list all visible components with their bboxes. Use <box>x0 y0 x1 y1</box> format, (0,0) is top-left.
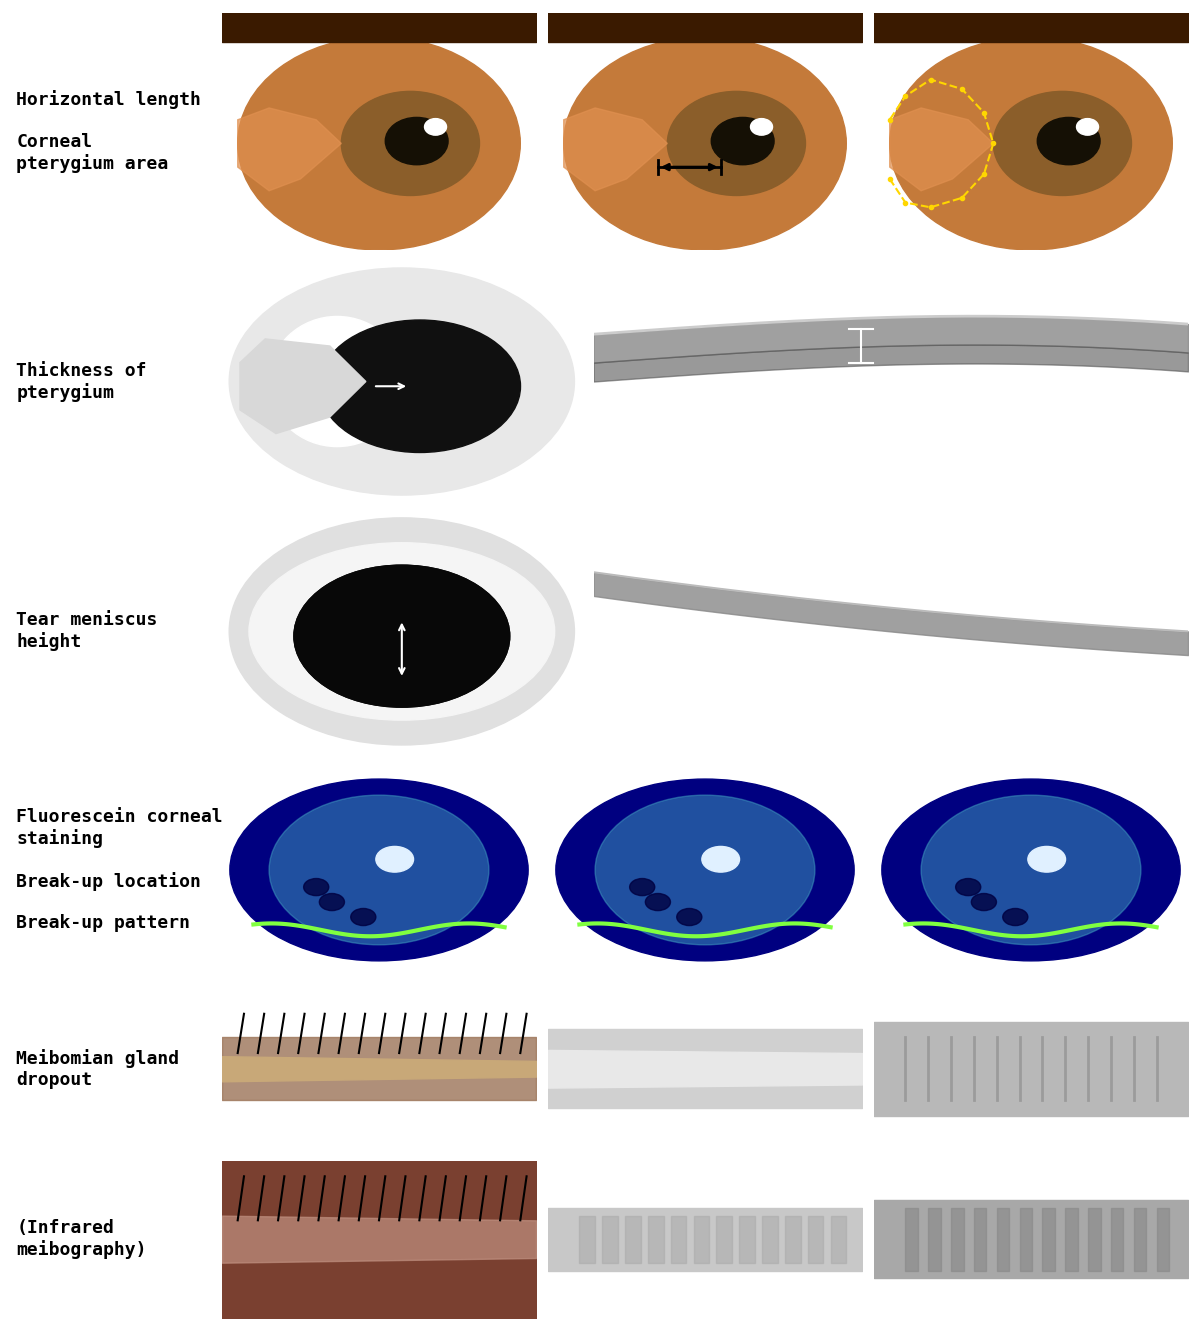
Polygon shape <box>564 108 667 190</box>
Circle shape <box>238 37 521 250</box>
Text: Fluorescein corneal
staining

Break-up location

Break-up pattern: Fluorescein corneal staining Break-up lo… <box>17 808 223 932</box>
Circle shape <box>955 878 980 896</box>
Circle shape <box>1037 117 1100 165</box>
Text: Horizontal length

Corneal
pterygium area: Horizontal length Corneal pterygium area <box>17 91 202 173</box>
Circle shape <box>889 37 1172 250</box>
Circle shape <box>630 878 655 896</box>
Circle shape <box>319 319 521 453</box>
Circle shape <box>971 893 996 910</box>
Ellipse shape <box>269 317 406 447</box>
Circle shape <box>304 878 329 896</box>
Circle shape <box>294 566 510 707</box>
Circle shape <box>425 118 446 136</box>
Circle shape <box>994 92 1132 196</box>
Circle shape <box>385 117 448 165</box>
Circle shape <box>564 37 846 250</box>
Ellipse shape <box>882 779 1180 961</box>
Circle shape <box>1003 909 1028 925</box>
Polygon shape <box>240 339 366 434</box>
Circle shape <box>376 847 414 872</box>
Circle shape <box>1076 118 1098 136</box>
Circle shape <box>595 795 815 945</box>
Circle shape <box>750 118 773 136</box>
Text: Tear meniscus
height: Tear meniscus height <box>17 611 157 651</box>
Polygon shape <box>238 108 341 190</box>
Circle shape <box>229 268 575 495</box>
Circle shape <box>667 92 805 196</box>
Circle shape <box>319 893 344 910</box>
Polygon shape <box>889 108 994 190</box>
Circle shape <box>677 909 702 925</box>
Circle shape <box>229 518 575 745</box>
Circle shape <box>922 795 1141 945</box>
Text: Meibomian gland
dropout: Meibomian gland dropout <box>17 1049 179 1089</box>
Ellipse shape <box>248 543 554 720</box>
Circle shape <box>350 909 376 925</box>
Circle shape <box>341 92 480 196</box>
Text: Thickness of
pterygium: Thickness of pterygium <box>17 362 146 402</box>
Circle shape <box>712 117 774 165</box>
Circle shape <box>646 893 671 910</box>
Circle shape <box>702 847 739 872</box>
Ellipse shape <box>556 779 854 961</box>
Circle shape <box>269 795 488 945</box>
Circle shape <box>294 566 510 707</box>
Circle shape <box>1028 847 1066 872</box>
Ellipse shape <box>230 779 528 961</box>
Text: (Infrared
meibography): (Infrared meibography) <box>17 1219 146 1259</box>
Bar <box>641 651 713 667</box>
